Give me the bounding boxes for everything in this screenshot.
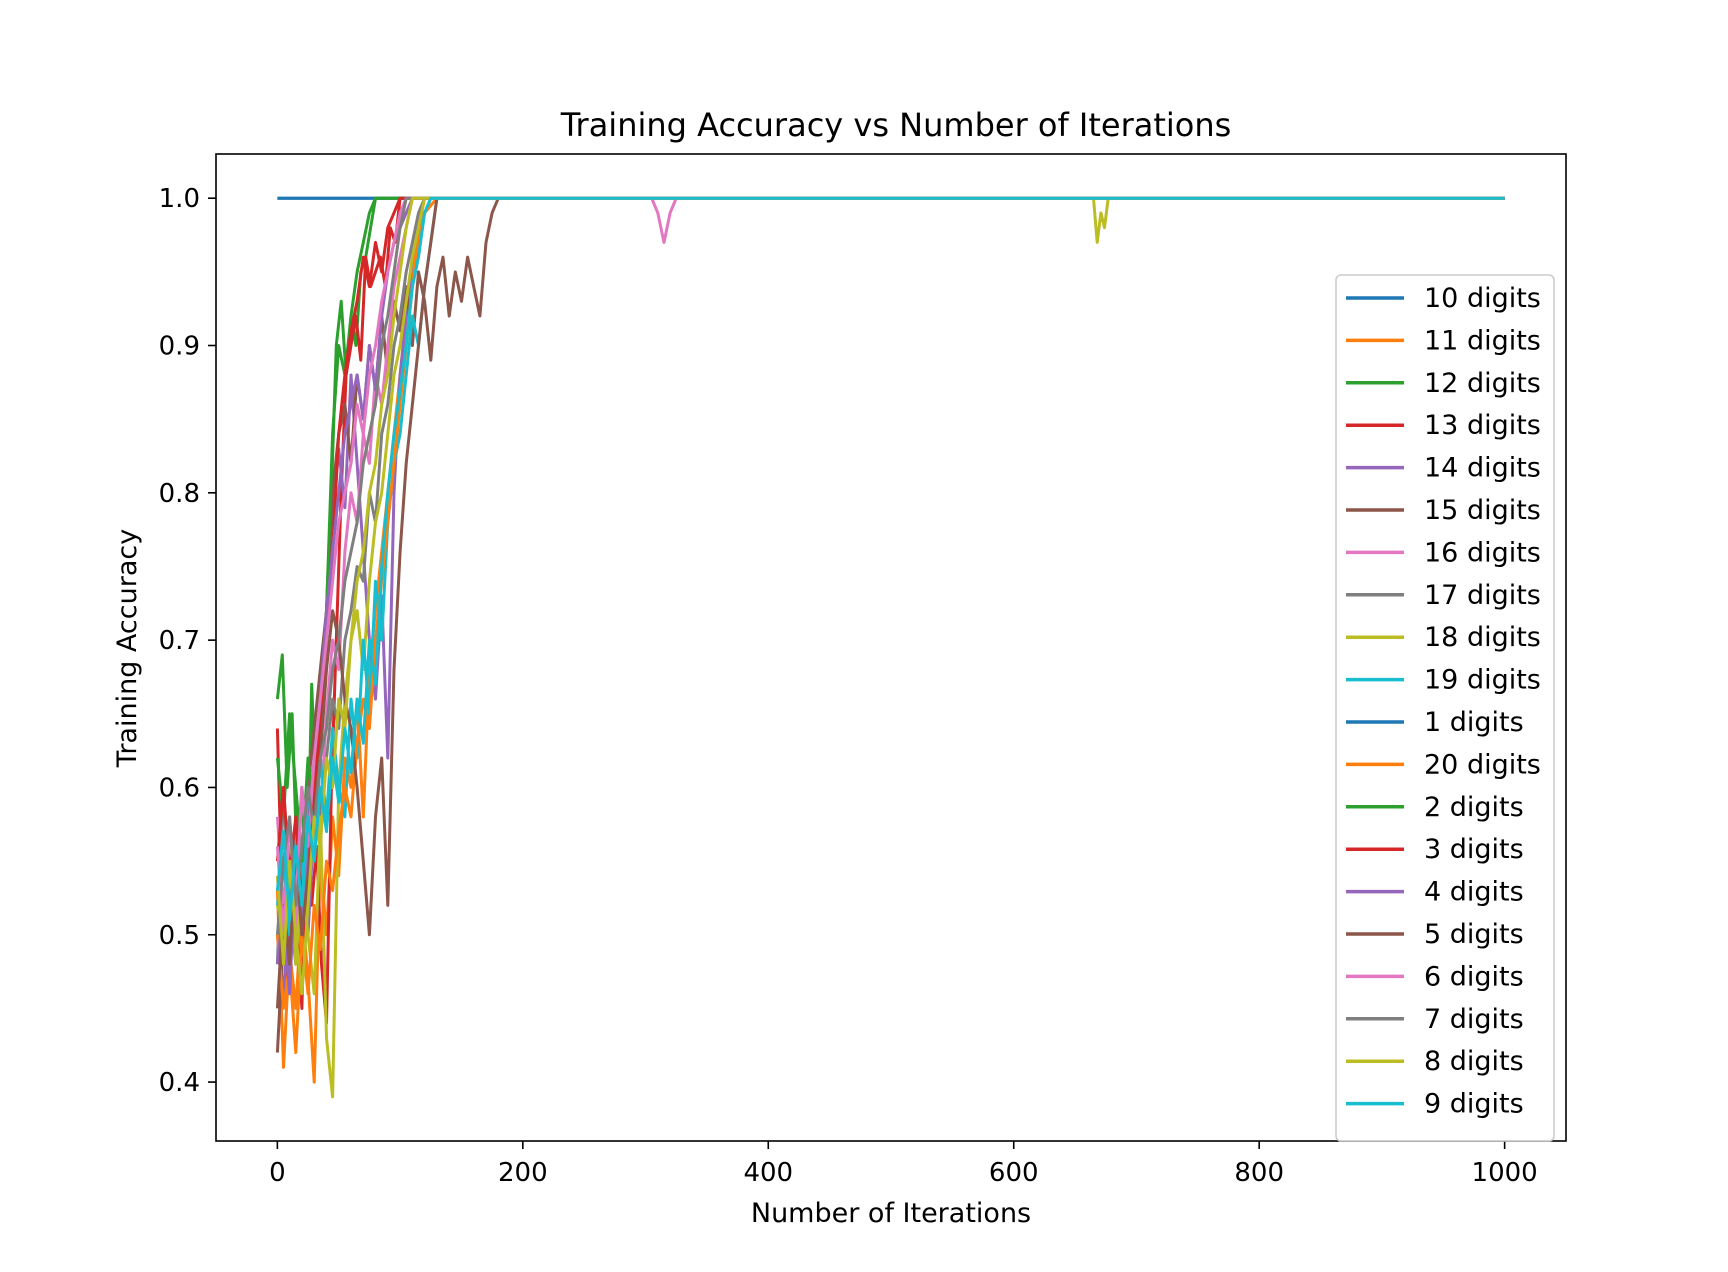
series-line-14 — [275, 196, 1505, 996]
legend-label: 6 digits — [1424, 961, 1524, 992]
y-tick-label: 0.6 — [159, 773, 200, 803]
y-tick-label: 0.7 — [159, 626, 200, 656]
legend-box — [1335, 274, 1555, 1142]
x-tick-label: 800 — [1234, 1158, 1284, 1188]
y-tick-label: 0.9 — [159, 332, 200, 362]
legend-item: 19 digits — [1346, 665, 1541, 696]
plot-frame — [215, 153, 1567, 1142]
legend-label: 4 digits — [1424, 877, 1524, 908]
series-line-17 — [275, 196, 1505, 935]
legend-item: 6 digits — [1346, 961, 1524, 992]
legend-item: 20 digits — [1346, 749, 1541, 780]
chart-title: Training Accuracy vs Number of Iteration… — [560, 106, 1232, 144]
legend-label: 14 digits — [1424, 453, 1541, 484]
legend-item: 12 digits — [1346, 368, 1541, 399]
legend-label: 19 digits — [1424, 665, 1541, 696]
legend-label: 17 digits — [1424, 580, 1541, 611]
series-line-5 — [275, 196, 1505, 1053]
legend-label: 2 digits — [1424, 792, 1524, 823]
legend-item: 8 digits — [1346, 1046, 1524, 1077]
y-tick-label: 0.4 — [159, 1068, 200, 1098]
series-line-2 — [275, 196, 1505, 907]
legend-label: 15 digits — [1424, 495, 1541, 526]
series-line-9 — [275, 196, 1505, 937]
legend-label: 20 digits — [1424, 749, 1541, 780]
series-line-13 — [275, 196, 1505, 907]
x-tick-label: 0 — [269, 1158, 286, 1188]
legend-label: 18 digits — [1424, 622, 1541, 653]
legend-item: 2 digits — [1346, 792, 1524, 823]
series-line-19 — [275, 196, 1505, 922]
legend-item: 18 digits — [1346, 622, 1541, 653]
x-tick-label: 200 — [498, 1158, 548, 1188]
legend-item: 16 digits — [1346, 537, 1541, 568]
legend-item: 14 digits — [1346, 453, 1541, 484]
legend-item: 9 digits — [1346, 1089, 1524, 1120]
legend-item: 17 digits — [1346, 580, 1541, 611]
x-tick-label: 1000 — [1472, 1158, 1538, 1188]
series-line-12 — [275, 196, 1505, 863]
legend-label: 9 digits — [1424, 1089, 1524, 1120]
y-tick-label: 0.8 — [159, 479, 200, 509]
y-axis-title: Training Accuracy — [112, 529, 143, 768]
legend-label: 10 digits — [1424, 283, 1541, 314]
legend-item: 4 digits — [1346, 877, 1524, 908]
legend-label: 3 digits — [1424, 834, 1524, 865]
legend-item: 5 digits — [1346, 919, 1524, 950]
y-tick-label: 1.0 — [159, 184, 200, 214]
series-line-16 — [275, 196, 1505, 937]
legend-item: 15 digits — [1346, 495, 1541, 526]
plot-lines — [275, 196, 1505, 1099]
series-line-4 — [275, 196, 1505, 996]
legend-item: 10 digits — [1346, 283, 1541, 314]
legend-item: 3 digits — [1346, 834, 1524, 865]
x-axis: 0 200 400 600 800 1000 — [269, 1141, 1538, 1188]
series-line-1 — [275, 196, 1505, 1084]
legend-label: 5 digits — [1424, 919, 1524, 950]
y-axis: 0.4 0.5 0.6 0.7 0.8 0.9 1.0 — [159, 184, 216, 1098]
series-line-18 — [275, 196, 1505, 996]
series-line-6 — [275, 196, 1505, 937]
legend-label: 16 digits — [1424, 537, 1541, 568]
legend-label: 12 digits — [1424, 368, 1541, 399]
y-tick-label: 0.5 — [159, 921, 200, 951]
x-tick-label: 600 — [989, 1158, 1039, 1188]
legend-item: 11 digits — [1346, 325, 1541, 356]
legend-label: 13 digits — [1424, 410, 1541, 441]
legend: 10 digits 11 digits 12 digits 13 digits 14 d… — [1335, 274, 1555, 1142]
x-axis-title: Number of Iterations — [751, 1198, 1031, 1229]
series-line-11 — [275, 196, 1505, 1055]
legend-label: 8 digits — [1424, 1046, 1524, 1077]
series-line-3 — [275, 196, 1505, 1025]
legend-label: 11 digits — [1424, 325, 1541, 356]
series-line-8 — [275, 196, 1505, 1099]
legend-label: 7 digits — [1424, 1004, 1524, 1035]
series-line-15 — [275, 196, 1505, 1009]
legend-item: 7 digits — [1346, 1004, 1524, 1035]
legend-item: 13 digits — [1346, 410, 1541, 441]
series-line-7 — [275, 196, 1505, 965]
legend-label: 1 digits — [1424, 707, 1524, 738]
legend-item: 1 digits — [1346, 707, 1524, 738]
x-tick-label: 400 — [743, 1158, 793, 1188]
